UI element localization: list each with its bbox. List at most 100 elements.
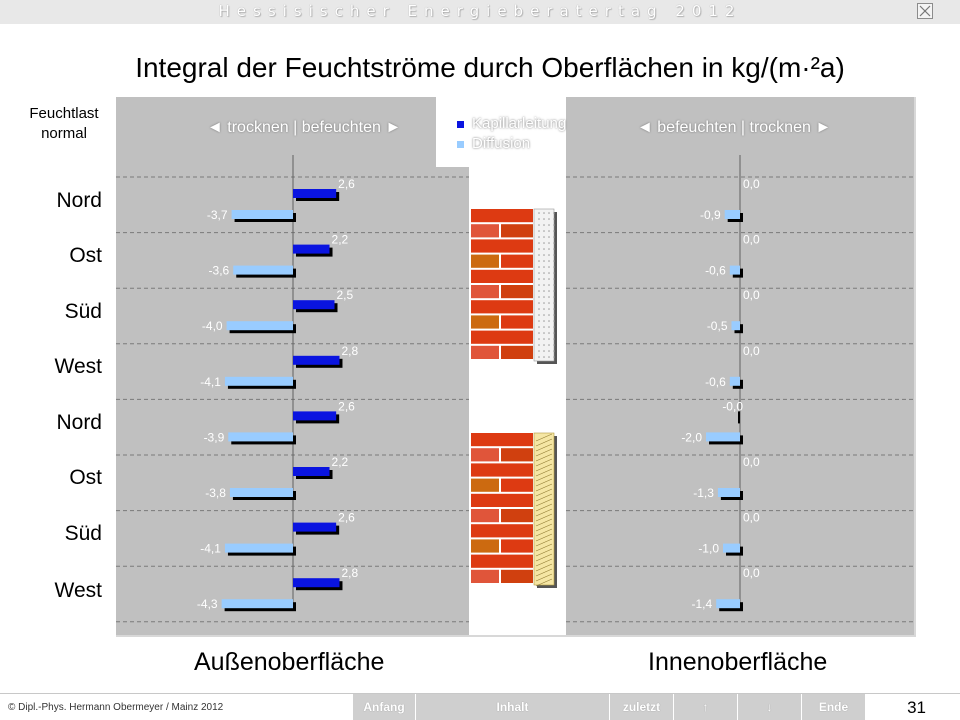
wall-top-insulation-dot [538, 290, 540, 292]
capillary-value-label: 0,0 [743, 288, 760, 302]
diffusion-value-label: -3,6 [209, 264, 230, 278]
wall-top-insulation-dot [538, 266, 540, 268]
legend-swatch-diffusion [457, 141, 464, 148]
wall-top-brick [471, 239, 533, 253]
wall-top-insulation-dot [553, 266, 555, 268]
wall-bottom-brick [471, 433, 533, 447]
nav-end-button[interactable]: Ende [801, 694, 865, 720]
wall-bottom-insulation-hatch [535, 528, 553, 537]
nav-last-button[interactable]: zuletzt [609, 694, 673, 720]
diffusion-value-label: -3,7 [207, 208, 228, 222]
diffusion-value-label: -2,0 [681, 430, 702, 444]
wall-bottom-insulation-hatch [535, 578, 553, 587]
diffusion-value-label: -0,5 [707, 319, 728, 333]
wall-bottom-insulation-hatch [535, 438, 553, 447]
arrow-up-icon: ↑ [702, 700, 709, 714]
wall-bottom-brick [471, 493, 533, 507]
capillary-value-label: 0,0 [743, 455, 760, 469]
wall-top-insulation-dot [543, 320, 545, 322]
wall-bottom-brick [501, 478, 533, 492]
wall-top-insulation-dot [553, 230, 555, 232]
diffusion-value-label: -4,1 [200, 375, 221, 389]
wall-top-insulation-dot [553, 314, 555, 316]
wall-top-insulation-dot [538, 278, 540, 280]
wall-bottom-insulation-hatch [535, 508, 553, 517]
capillary-value-label: 2,6 [338, 511, 355, 525]
wall-bottom-brick [471, 569, 499, 583]
diffusion-bar [226, 321, 293, 331]
wall-top-insulation-dot [553, 224, 555, 226]
wall-top-insulation-dot [548, 320, 550, 322]
wall-top-insulation-dot [548, 278, 550, 280]
capillary-value-label: 0,0 [743, 233, 760, 247]
capillary-value-label: 2,8 [341, 566, 358, 580]
wall-bottom-insulation-hatch [535, 488, 553, 497]
wall-bottom-brick [471, 539, 499, 553]
wall-top-insulation-dot [543, 332, 545, 334]
wall-bottom-insulation-hatch [535, 543, 553, 552]
capillary-value-label: 0,0 [743, 566, 760, 580]
wall-bottom-insulation-hatch [535, 533, 553, 542]
wall-bottom-insulation-hatch [535, 513, 553, 522]
wall-top-insulation-dot [548, 314, 550, 316]
diffusion-value-label: -1,4 [692, 597, 713, 611]
diffusion-bar [228, 432, 293, 442]
wall-top-insulation-dot [538, 248, 540, 250]
capillary-value-label: 2,6 [338, 177, 355, 191]
wall-bottom-insulation-hatch [535, 458, 553, 467]
wall-bottom-insulation-hatch [535, 473, 553, 482]
wall-top-insulation-dot [538, 320, 540, 322]
capillary-value-label: 2,5 [337, 288, 354, 302]
wall-top-insulation-dot [553, 260, 555, 262]
diffusion-bar [723, 543, 740, 553]
wall-bottom-insulation-hatch [535, 453, 553, 462]
nav-down-button[interactable]: ↓ [737, 694, 801, 720]
row-label-2: Ost [69, 244, 102, 267]
row-label-7: Süd [64, 522, 102, 545]
close-button[interactable] [917, 3, 933, 19]
wall-top-insulation-dot [548, 266, 550, 268]
diffusion-bar [724, 210, 740, 219]
wall-top-insulation-dot [543, 218, 545, 220]
nav-up-button[interactable]: ↑ [673, 694, 737, 720]
row-label-5: Nord [56, 411, 102, 434]
capillary-value-label: 2,2 [332, 455, 349, 469]
wall-top-insulation-dot [543, 266, 545, 268]
nav-contents-button[interactable]: Inhalt [415, 694, 609, 720]
diffusion-value-label: -3,9 [204, 430, 225, 444]
diffusion-value-label: -0,6 [705, 264, 726, 278]
wall-top-insulation-dot [538, 242, 540, 244]
capillary-bar [293, 522, 337, 532]
legend-label-diffusion: Diffusion [472, 135, 531, 152]
capillary-value-label: 0,0 [743, 177, 760, 191]
wall-top-insulation-dot [538, 338, 540, 340]
wall-top-insulation-dot [548, 296, 550, 298]
diffusion-value-label: -1,3 [693, 486, 714, 500]
wall-top-brick [501, 254, 533, 268]
wall-top-insulation-dot [553, 338, 555, 340]
wall-top-insulation-dot [553, 308, 555, 310]
wall-top-insulation-dot [548, 308, 550, 310]
inner-direction-label: ◄ befeuchten | trocknen ► [637, 119, 832, 136]
wall-top-insulation-dot [548, 242, 550, 244]
wall-top-brick [501, 315, 533, 329]
legend-swatch-capillary [457, 121, 464, 128]
wall-top-insulation-dot [538, 236, 540, 238]
diffusion-bar [706, 432, 740, 442]
wall-bottom-brick [501, 509, 533, 523]
wall-top-insulation-dot [548, 254, 550, 256]
wall-top-insulation-dot [543, 302, 545, 304]
wall-top-insulation-dot [543, 314, 545, 316]
capillary-value-label: 0,0 [743, 344, 760, 358]
wall-bottom-insulation-layer [533, 432, 555, 586]
wall-top-insulation-dot [543, 278, 545, 280]
wall-top-insulation-dot [538, 260, 540, 262]
wall-bottom-insulation-hatch [535, 523, 553, 532]
wall-top-insulation-dot [543, 230, 545, 232]
wall-bottom-brick [471, 448, 499, 462]
nav-start-button[interactable]: Anfang [352, 694, 415, 720]
wall-top-insulation-dot [553, 242, 555, 244]
wall-top-insulation-dot [543, 344, 545, 346]
wall-bottom-insulation-hatch [535, 493, 553, 502]
diffusion-bar [221, 599, 293, 609]
